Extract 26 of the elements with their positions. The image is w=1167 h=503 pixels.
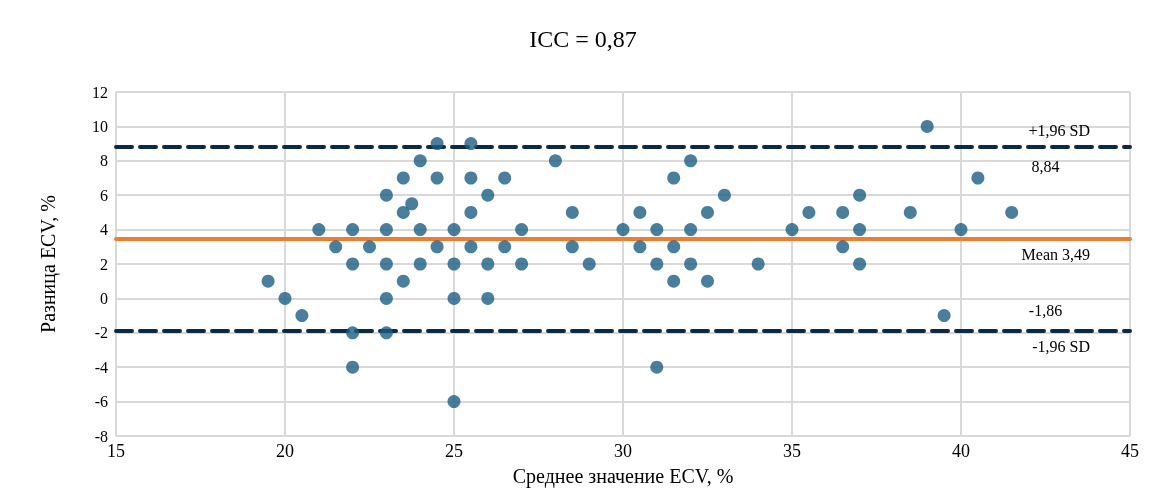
y-tick-label: -2 xyxy=(94,324,108,342)
x-tick-label: 25 xyxy=(445,441,463,461)
y-tick-label: 4 xyxy=(100,221,108,239)
y-tick-label: -6 xyxy=(94,393,108,411)
y-tick-label: 2 xyxy=(100,255,108,273)
y-tick-label: -4 xyxy=(94,358,108,376)
x-tick-label: 40 xyxy=(952,441,970,461)
y-axis-title: Разница ECV, % xyxy=(37,195,60,333)
chart-title: ICC = 0,87 xyxy=(529,26,637,52)
ref-line-label: +1,96 SD xyxy=(1028,121,1090,139)
x-tick-label: 15 xyxy=(107,441,125,461)
x-axis-title: Среднее значение ECV, % xyxy=(512,465,734,488)
x-tick-label: 20 xyxy=(276,441,294,461)
ref-line-label: -1,96 SD xyxy=(1032,337,1090,355)
ref-line-label: Mean 3,49 xyxy=(1021,245,1090,263)
y-tick-label: 0 xyxy=(100,289,108,307)
y-tick-label: 8 xyxy=(100,152,108,170)
x-tick-label: 35 xyxy=(783,441,801,461)
x-tick-label: 30 xyxy=(614,441,632,461)
annotation: 8,84 xyxy=(1031,157,1060,175)
x-tick-label: 45 xyxy=(1121,441,1139,461)
y-tick-label: 10 xyxy=(92,117,108,135)
annotation: -1,86 xyxy=(1028,301,1063,319)
y-tick-label: -8 xyxy=(94,427,108,445)
y-tick-label: 12 xyxy=(92,83,108,101)
y-tick-label: 6 xyxy=(100,186,108,204)
